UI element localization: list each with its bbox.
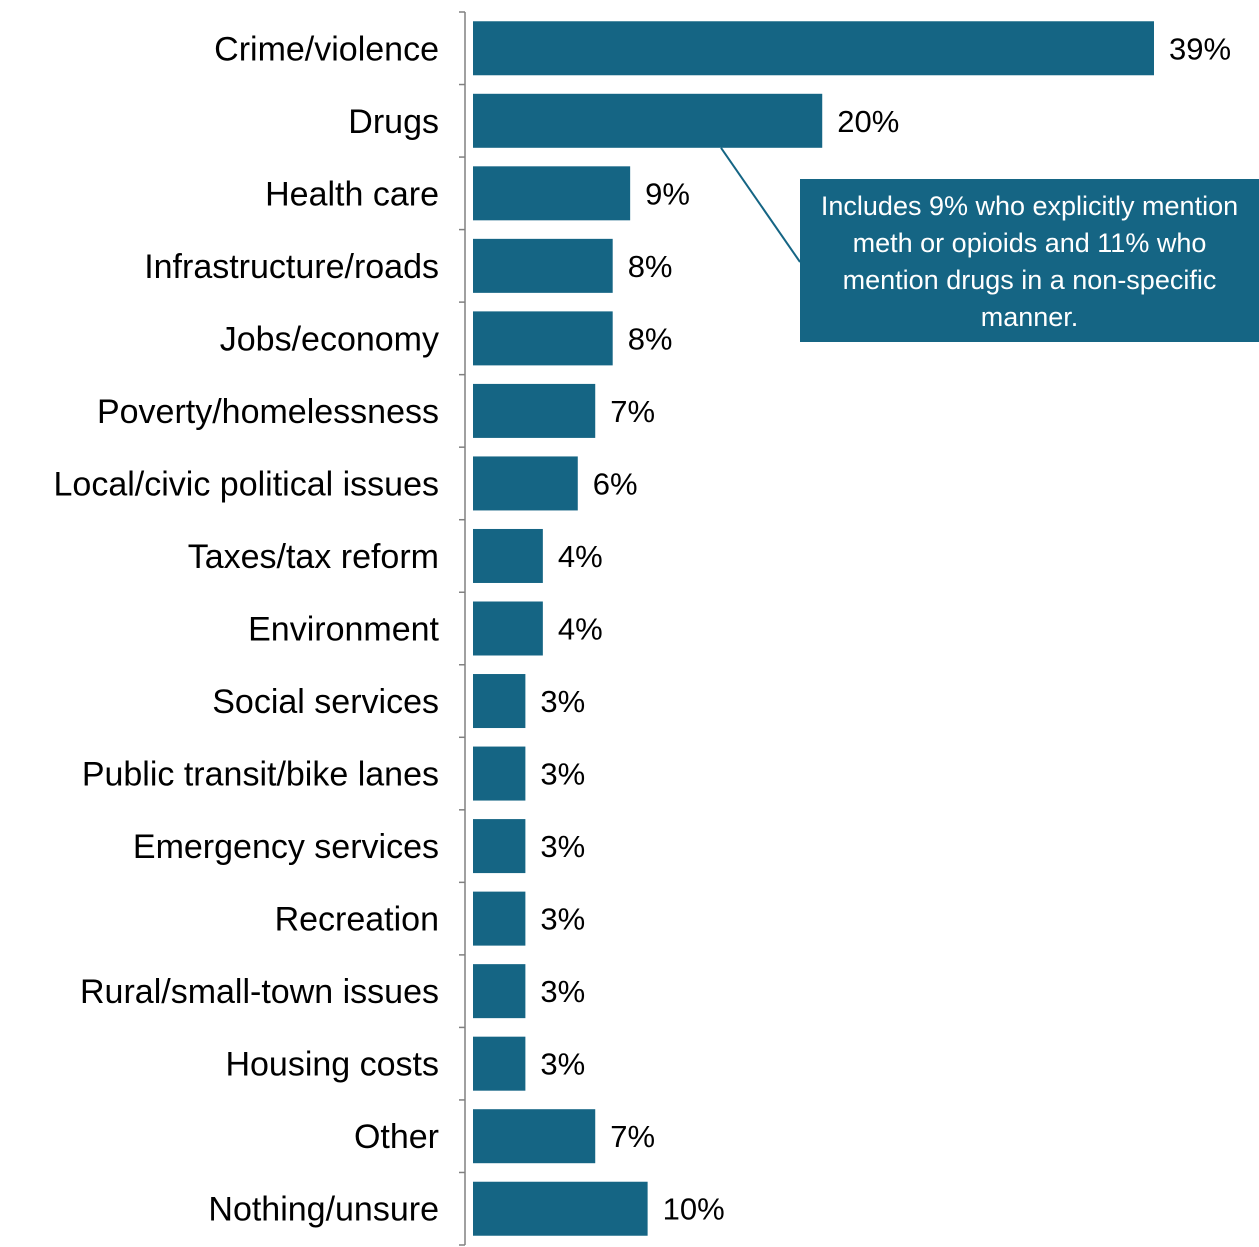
- category-label: Drugs: [348, 103, 439, 141]
- bar: [473, 601, 543, 656]
- annotation-connector-line: [720, 147, 801, 263]
- category-labels: Crime/violence Drugs Health care Infrastruc…: [54, 30, 440, 1228]
- value-label: 3%: [540, 757, 585, 792]
- bar: [473, 964, 526, 1019]
- value-label: 8%: [628, 321, 673, 356]
- category-label: Public transit/bike lanes: [82, 756, 439, 794]
- value-label: 7%: [610, 1119, 655, 1154]
- value-labels: 39% 20% 9% 8% 8% 7% 6% 4% 4% 3% 3% 3% 3% 3% 3% 7% 10%: [540, 31, 1231, 1226]
- category-label: Infrastructure/roads: [144, 248, 439, 286]
- value-label: 39%: [1169, 31, 1231, 66]
- category-label: Crime/violence: [214, 30, 439, 68]
- category-label: Jobs/economy: [220, 320, 439, 358]
- bar: [473, 166, 631, 221]
- bar: [473, 528, 543, 583]
- category-label: Emergency services: [133, 828, 439, 866]
- category-label: Social services: [212, 683, 439, 721]
- bar: [473, 93, 823, 148]
- value-label: 8%: [628, 249, 673, 284]
- bar: [473, 1109, 596, 1164]
- value-label: 4%: [558, 539, 603, 574]
- bar: [473, 311, 613, 366]
- annotation-callout: Includes 9% who explicitly mention meth …: [800, 179, 1259, 342]
- value-label: 6%: [593, 466, 638, 501]
- category-axis: [459, 11, 466, 1246]
- value-label: 7%: [610, 394, 655, 429]
- bar: [473, 21, 1154, 76]
- bar: [473, 456, 578, 511]
- category-label: Housing costs: [225, 1046, 439, 1084]
- bar: [473, 383, 596, 438]
- category-label: Environment: [248, 611, 439, 649]
- category-label: Nothing/unsure: [208, 1191, 439, 1229]
- bar: [473, 238, 613, 293]
- bar: [473, 1181, 648, 1236]
- value-label: 3%: [540, 902, 585, 937]
- value-label: 3%: [540, 1047, 585, 1082]
- bar: [473, 891, 526, 946]
- value-label: 3%: [540, 974, 585, 1009]
- bar: [473, 746, 526, 801]
- bar: [473, 1036, 526, 1091]
- category-label: Poverty/homelessness: [97, 393, 439, 431]
- bar: [473, 674, 526, 729]
- value-label: 20%: [837, 104, 899, 139]
- category-label: Other: [354, 1118, 439, 1156]
- value-label: 9%: [645, 176, 690, 211]
- value-label: 3%: [540, 829, 585, 864]
- category-label: Recreation: [275, 901, 439, 939]
- bar: [473, 819, 526, 874]
- category-label: Taxes/tax reform: [188, 538, 439, 576]
- category-label: Local/civic political issues: [54, 465, 440, 503]
- category-label: Health care: [265, 175, 439, 213]
- bars: [473, 21, 1154, 1236]
- value-label: 10%: [663, 1192, 725, 1227]
- value-label: 4%: [558, 612, 603, 647]
- category-label: Rural/small-town issues: [80, 973, 439, 1011]
- value-label: 3%: [540, 684, 585, 719]
